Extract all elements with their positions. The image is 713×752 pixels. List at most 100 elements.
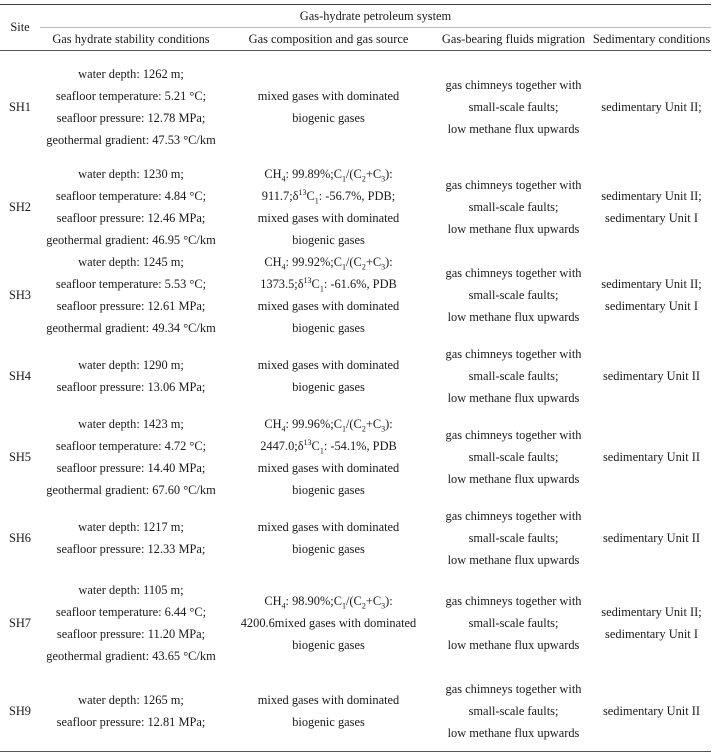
stability-line: geothermal gradient: 46.95 °C/km — [46, 233, 216, 247]
composition-line: mixed gases with dominated — [257, 358, 400, 372]
table-body: SH1 water depth: 1262 m; seafloor temperat… — [0, 51, 711, 752]
stability-line: geothermal gradient: 49.34 °C/km — [46, 321, 216, 335]
composition-cell: CH4: 98.90%;C1/(C2+C3): 4200.6mixed gases… — [222, 575, 435, 671]
sedimentary-line: sedimentary Unit II; — [601, 189, 702, 203]
sedimentary-line: sedimentary Unit I — [605, 299, 698, 313]
migration-line: small-scale faults; — [468, 704, 559, 718]
migration-line: gas chimneys together with — [445, 78, 582, 92]
stability-line: seafloor temperature: 5.53 °C; — [55, 277, 207, 291]
composition-cell: mixed gases with dominated biogenic gases — [222, 339, 435, 413]
migration-line: small-scale faults; — [468, 616, 559, 630]
migration-line: low methane flux upwards — [447, 122, 580, 136]
site-cell: SH6 — [8, 530, 32, 545]
stability-cell: water depth: 1230 m; seafloor temperature… — [40, 163, 222, 251]
stability-line: water depth: 1245 m; — [78, 255, 184, 269]
table-header: Site Gas-hydrate petroleum system Gas hy… — [0, 4, 711, 51]
site-cell: SH7 — [8, 615, 32, 630]
migration-cell: gas chimneys together with small-scale fa… — [435, 51, 592, 164]
composition-line: biogenic gases — [292, 321, 365, 335]
composition-line: biogenic gases — [292, 233, 365, 247]
sedimentary-cell: sedimentary Unit II; sedimentary Unit I — [592, 575, 711, 671]
migration-line: small-scale faults; — [468, 200, 559, 214]
migration-line: low methane flux upwards — [447, 222, 580, 236]
migration-line: small-scale faults; — [468, 369, 559, 383]
stability-line: seafloor pressure: 12.46 MPa; — [56, 211, 206, 225]
composition-line: CH4: 99.89%;C1/(C2+C3): — [264, 167, 393, 184]
stability-cell: water depth: 1217 m; seafloor pressure: 1… — [40, 501, 222, 575]
stability-line: seafloor pressure: 12.81 MPa; — [56, 715, 206, 729]
table-row: SH6 water depth: 1217 m; seafloor pressure… — [0, 501, 711, 575]
migration-cell: gas chimneys together with small-scale fa… — [435, 413, 592, 501]
composition-line: mixed gases with dominated — [257, 89, 400, 103]
sedimentary-cell: sedimentary Unit II; sedimentary Unit I — [592, 251, 711, 339]
composition-line: biogenic gases — [292, 483, 365, 497]
sedimentary-line: sedimentary Unit I — [605, 211, 698, 225]
sedimentary-cell: sedimentary Unit II — [592, 671, 711, 752]
site-cell: SH5 — [8, 449, 32, 464]
sedimentary-cell: sedimentary Unit II — [592, 501, 711, 575]
stability-line: geothermal gradient: 47.53 °C/km — [46, 133, 216, 147]
sedimentary-line: sedimentary Unit II; — [601, 100, 702, 114]
header-site: Site — [0, 4, 40, 51]
composition-line: 2447.0;δ13C1: -54.1%, PDB — [260, 437, 397, 456]
composition-line: biogenic gases — [292, 111, 365, 125]
migration-line: low methane flux upwards — [447, 638, 580, 652]
stability-cell: water depth: 1265 m; seafloor pressure: 1… — [40, 671, 222, 752]
sedimentary-line: sedimentary Unit II — [602, 450, 701, 464]
composition-line: mixed gases with dominated — [257, 461, 400, 475]
composition-line: CH4: 99.96%;C1/(C2+C3): — [264, 417, 393, 434]
sedimentary-line: sedimentary Unit II — [602, 704, 701, 718]
migration-line: small-scale faults; — [468, 531, 559, 545]
migration-line: gas chimneys together with — [445, 428, 582, 442]
migration-line: gas chimneys together with — [445, 594, 582, 608]
sedimentary-cell: sedimentary Unit II — [592, 413, 711, 501]
header-composition: Gas composition and gas source — [222, 27, 435, 51]
gas-hydrate-table: Site Gas-hydrate petroleum system Gas hy… — [0, 4, 711, 752]
stability-line: water depth: 1262 m; — [78, 67, 184, 81]
composition-cell: mixed gases with dominated biogenic gases — [222, 671, 435, 752]
stability-cell: water depth: 1105 m; seafloor temperature… — [40, 575, 222, 671]
stability-line: water depth: 1105 m; — [78, 583, 184, 597]
composition-line: biogenic gases — [292, 542, 365, 556]
migration-cell: gas chimneys together with small-scale fa… — [435, 339, 592, 413]
migration-line: low methane flux upwards — [447, 472, 580, 486]
sedimentary-cell: sedimentary Unit II; sedimentary Unit I — [592, 163, 711, 251]
stability-line: water depth: 1265 m; — [78, 693, 184, 707]
migration-line: small-scale faults; — [468, 100, 559, 114]
stability-cell: water depth: 1290 m; seafloor pressure: 1… — [40, 339, 222, 413]
table-row: SH2 water depth: 1230 m; seafloor temperat… — [0, 163, 711, 251]
migration-line: gas chimneys together with — [445, 178, 582, 192]
stability-line: seafloor temperature: 5.21 °C; — [55, 89, 207, 103]
migration-line: small-scale faults; — [468, 288, 559, 302]
migration-line: gas chimneys together with — [445, 682, 582, 696]
header-stability: Gas hydrate stability conditions — [40, 27, 222, 51]
sedimentary-cell: sedimentary Unit II; — [592, 51, 711, 164]
table-row: SH9 water depth: 1265 m; seafloor pressure… — [0, 671, 711, 752]
composition-cell: mixed gases with dominated biogenic gases — [222, 51, 435, 164]
composition-line: 911.7;δ13C1: -56.7%, PDB; — [261, 187, 396, 206]
table-row: SH3 water depth: 1245 m; seafloor temperat… — [0, 251, 711, 339]
stability-line: seafloor pressure: 11.20 MPa; — [56, 627, 206, 641]
stability-line: seafloor temperature: 4.72 °C; — [55, 439, 207, 453]
stability-line: seafloor pressure: 13.06 MPa; — [56, 380, 206, 394]
composition-cell: CH4: 99.89%;C1/(C2+C3): 911.7;δ13C1: -56.… — [222, 163, 435, 251]
site-cell: SH2 — [8, 199, 32, 214]
migration-line: low methane flux upwards — [447, 553, 580, 567]
stability-line: geothermal gradient: 67.60 °C/km — [46, 483, 216, 497]
composition-cell: mixed gases with dominated biogenic gases — [222, 501, 435, 575]
site-cell: SH9 — [8, 703, 32, 718]
stability-line: water depth: 1217 m; — [78, 520, 184, 534]
composition-line: biogenic gases — [292, 380, 365, 394]
stability-line: water depth: 1290 m; — [78, 358, 184, 372]
stability-line: water depth: 1423 m; — [78, 417, 184, 431]
composition-line: mixed gases with dominated — [257, 299, 400, 313]
document-page: Site Gas-hydrate petroleum system Gas hy… — [0, 4, 711, 752]
stability-line: seafloor temperature: 6.44 °C; — [55, 605, 207, 619]
stability-cell: water depth: 1245 m; seafloor temperature… — [40, 251, 222, 339]
header-group: Gas-hydrate petroleum system — [40, 4, 711, 28]
stability-line: seafloor pressure: 12.33 MPa; — [56, 542, 206, 556]
migration-cell: gas chimneys together with small-scale fa… — [435, 501, 592, 575]
migration-line: gas chimneys together with — [445, 266, 582, 280]
composition-line: mixed gases with dominated — [257, 520, 400, 534]
table-row: SH4 water depth: 1290 m; seafloor pressure… — [0, 339, 711, 413]
